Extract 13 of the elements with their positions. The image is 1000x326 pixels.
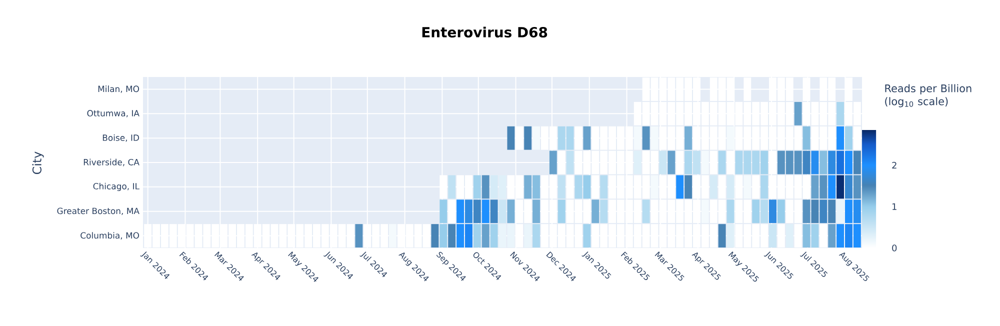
color-bar-title: Reads per Billion (log$_{10}$ scale)	[885, 84, 972, 108]
color-bar-label: 0	[892, 244, 897, 252]
chart-title: Enterovirus D68	[422, 26, 548, 38]
y-tick-label: Columbia, MO	[80, 232, 140, 240]
y-tick-label: Riverside, CA	[84, 158, 140, 166]
color-bar-label: 2	[892, 162, 896, 169]
y-axis-title: City	[32, 152, 44, 174]
y-tick-label: Chicago, IL	[93, 182, 140, 192]
y-tick-label: Boise, ID	[102, 134, 139, 142]
color-bar-label: 1	[892, 203, 896, 210]
y-tick-label: Greater Boston, MA	[57, 208, 140, 215]
y-tick-label: Milan, MO	[98, 86, 140, 93]
y-tick-label: Ottumwa, IA	[87, 110, 140, 118]
